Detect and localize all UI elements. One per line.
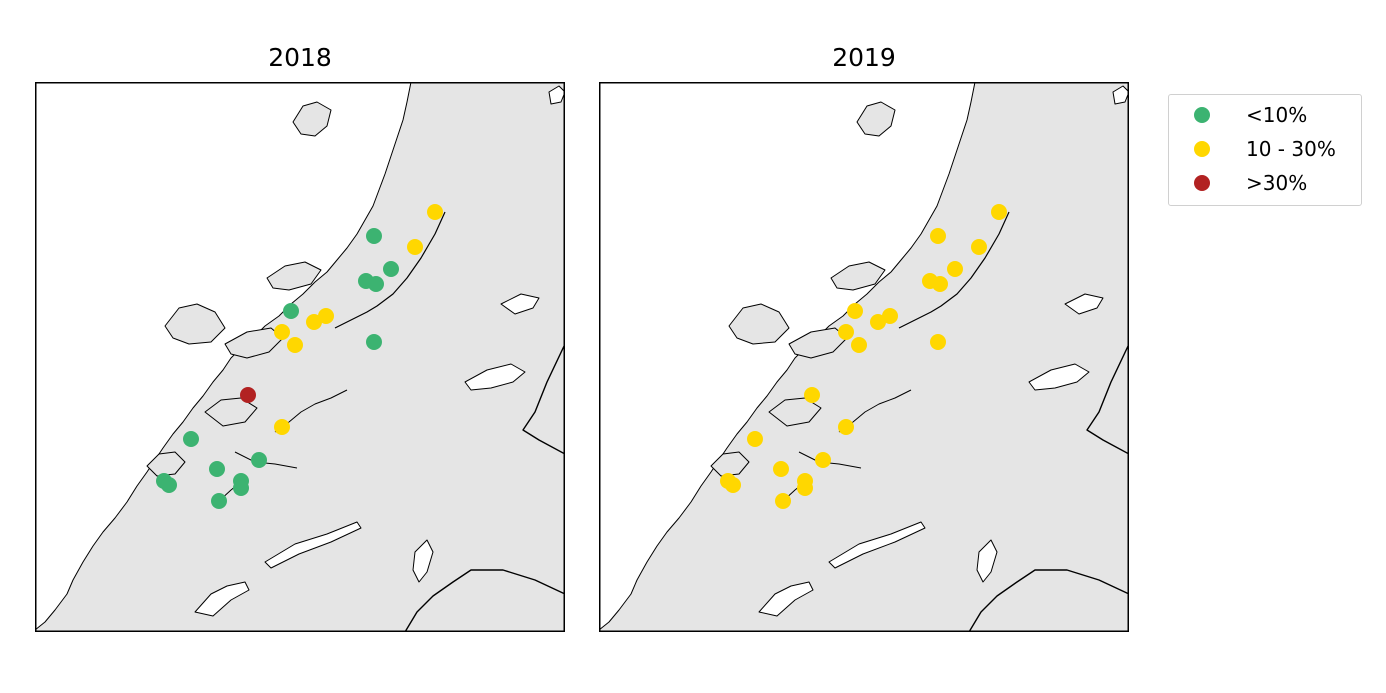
data-point	[283, 303, 299, 319]
lake-a	[828, 521, 926, 569]
data-point	[240, 387, 256, 403]
data-point	[773, 461, 789, 477]
lake-e	[412, 539, 434, 583]
map-frame	[599, 82, 1129, 632]
border-east	[522, 343, 565, 455]
border-east	[1086, 343, 1129, 455]
island-north	[856, 101, 896, 137]
data-point	[815, 452, 831, 468]
data-point	[971, 239, 987, 255]
data-point	[797, 480, 813, 496]
data-point	[427, 204, 443, 220]
data-point	[851, 337, 867, 353]
data-point	[882, 308, 898, 324]
data-point	[318, 308, 334, 324]
legend-item-high: >30%	[1169, 168, 1363, 198]
data-point	[366, 334, 382, 350]
border-south	[968, 569, 1129, 632]
data-point	[368, 276, 384, 292]
data-point	[383, 261, 399, 277]
data-point	[407, 239, 423, 255]
map-frame	[35, 82, 565, 632]
border-south	[404, 569, 565, 632]
data-point	[183, 431, 199, 447]
map-svg	[599, 82, 1129, 632]
fjord-1	[334, 211, 446, 329]
data-point	[366, 228, 382, 244]
lake-f	[548, 85, 565, 105]
data-point	[947, 261, 963, 277]
data-point	[725, 477, 741, 493]
lake-d	[1064, 293, 1104, 315]
data-point	[838, 419, 854, 435]
legend-marker-mid	[1194, 141, 1210, 157]
data-point	[930, 228, 946, 244]
island-south-b	[710, 451, 750, 477]
data-point	[804, 387, 820, 403]
island-mid	[830, 261, 886, 291]
lake-c	[464, 363, 526, 391]
island-north	[292, 101, 332, 137]
data-point	[870, 314, 886, 330]
lake-a	[264, 521, 362, 569]
map-title-2018: 2018	[268, 43, 332, 72]
data-point	[211, 493, 227, 509]
island-lofoten-a	[164, 303, 226, 345]
map-panel-2019	[599, 82, 1129, 632]
island-mid	[266, 261, 322, 291]
island-lofoten-b	[224, 327, 284, 359]
legend-label-mid: 10 - 30%	[1246, 137, 1336, 161]
legend-item-low: <10%	[1169, 100, 1363, 130]
data-point	[775, 493, 791, 509]
data-point	[747, 431, 763, 447]
fjord-1	[898, 211, 1010, 329]
data-point	[287, 337, 303, 353]
data-point	[251, 452, 267, 468]
map-svg	[35, 82, 565, 632]
island-south-b	[146, 451, 186, 477]
island-south-a	[768, 397, 822, 427]
data-point	[932, 276, 948, 292]
lake-b	[758, 581, 814, 617]
legend-marker-low	[1194, 107, 1210, 123]
island-south-a	[204, 397, 258, 427]
data-point	[930, 334, 946, 350]
lake-e	[976, 539, 998, 583]
legend-item-mid: 10 - 30%	[1169, 134, 1363, 164]
legend-label-low: <10%	[1246, 103, 1308, 127]
legend: <10% 10 - 30% >30%	[1168, 94, 1362, 206]
data-point	[233, 480, 249, 496]
legend-label-high: >30%	[1246, 171, 1308, 195]
lake-b	[194, 581, 250, 617]
data-point	[209, 461, 225, 477]
data-point	[274, 324, 290, 340]
map-title-2019: 2019	[832, 43, 896, 72]
island-lofoten-b	[788, 327, 848, 359]
lake-c	[1028, 363, 1090, 391]
data-point	[847, 303, 863, 319]
island-lofoten-a	[728, 303, 790, 345]
data-point	[274, 419, 290, 435]
data-point	[306, 314, 322, 330]
data-point	[161, 477, 177, 493]
lake-d	[500, 293, 540, 315]
lake-f	[1112, 85, 1129, 105]
data-point	[838, 324, 854, 340]
map-panel-2018	[35, 82, 565, 632]
legend-marker-high	[1194, 175, 1210, 191]
data-point	[991, 204, 1007, 220]
